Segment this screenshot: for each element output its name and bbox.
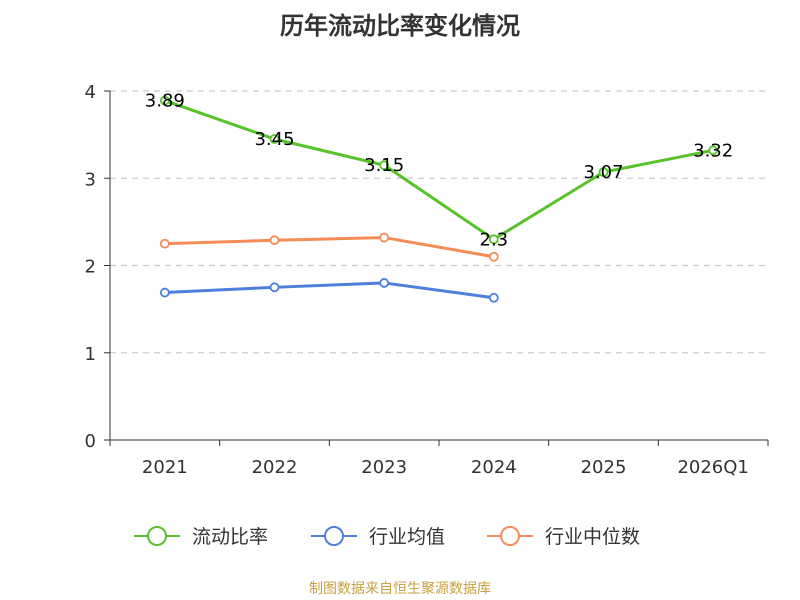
chart-title: 历年流动比率变化情况 xyxy=(280,12,520,40)
y-tick-label: 1 xyxy=(85,344,96,365)
x-tick-label: 2025 xyxy=(581,457,627,478)
y-tick-label: 4 xyxy=(85,82,96,103)
data-label: 3.32 xyxy=(693,140,733,161)
x-tick-label: 2021 xyxy=(142,457,188,478)
data-point xyxy=(159,287,170,298)
data-point xyxy=(488,251,499,262)
data-point xyxy=(598,167,609,178)
data-point xyxy=(159,238,170,249)
legend-swatch-marker xyxy=(147,526,167,546)
data-point xyxy=(269,134,280,144)
x-tick-label: 2022 xyxy=(252,457,298,478)
series-line xyxy=(164,236,495,259)
data-point xyxy=(379,160,390,171)
legend-swatch-marker xyxy=(324,526,344,546)
data-point xyxy=(379,278,390,288)
data-point xyxy=(269,235,280,246)
legend-label: 行业均值 xyxy=(369,526,445,548)
data-label: 3.89 xyxy=(145,91,185,112)
data-point xyxy=(159,95,170,106)
data-label: 3.07 xyxy=(583,162,623,183)
y-tick-label: 3 xyxy=(85,169,96,190)
legend-label: 行业中位数 xyxy=(545,526,640,548)
data-point xyxy=(488,292,499,303)
data-point xyxy=(379,232,390,243)
data-point xyxy=(708,145,719,156)
data-point xyxy=(269,282,280,293)
y-tick-label: 2 xyxy=(85,257,96,278)
data-label: 2.3 xyxy=(480,229,509,250)
legend-label: 流动比率 xyxy=(192,526,268,548)
legend-swatch-marker xyxy=(500,526,520,546)
source-note: 制图数据来自恒生聚源数据库 xyxy=(309,581,491,597)
y-tick-label: 0 xyxy=(85,431,96,452)
series-line xyxy=(164,99,714,241)
data-label: 3.15 xyxy=(364,155,404,176)
data-point xyxy=(488,234,499,245)
x-tick-label: 2024 xyxy=(471,457,517,478)
x-tick-label: 2026Q1 xyxy=(677,457,748,478)
x-tick-label: 2023 xyxy=(361,457,407,478)
series-line xyxy=(164,281,495,300)
data-label: 3.45 xyxy=(254,129,294,150)
